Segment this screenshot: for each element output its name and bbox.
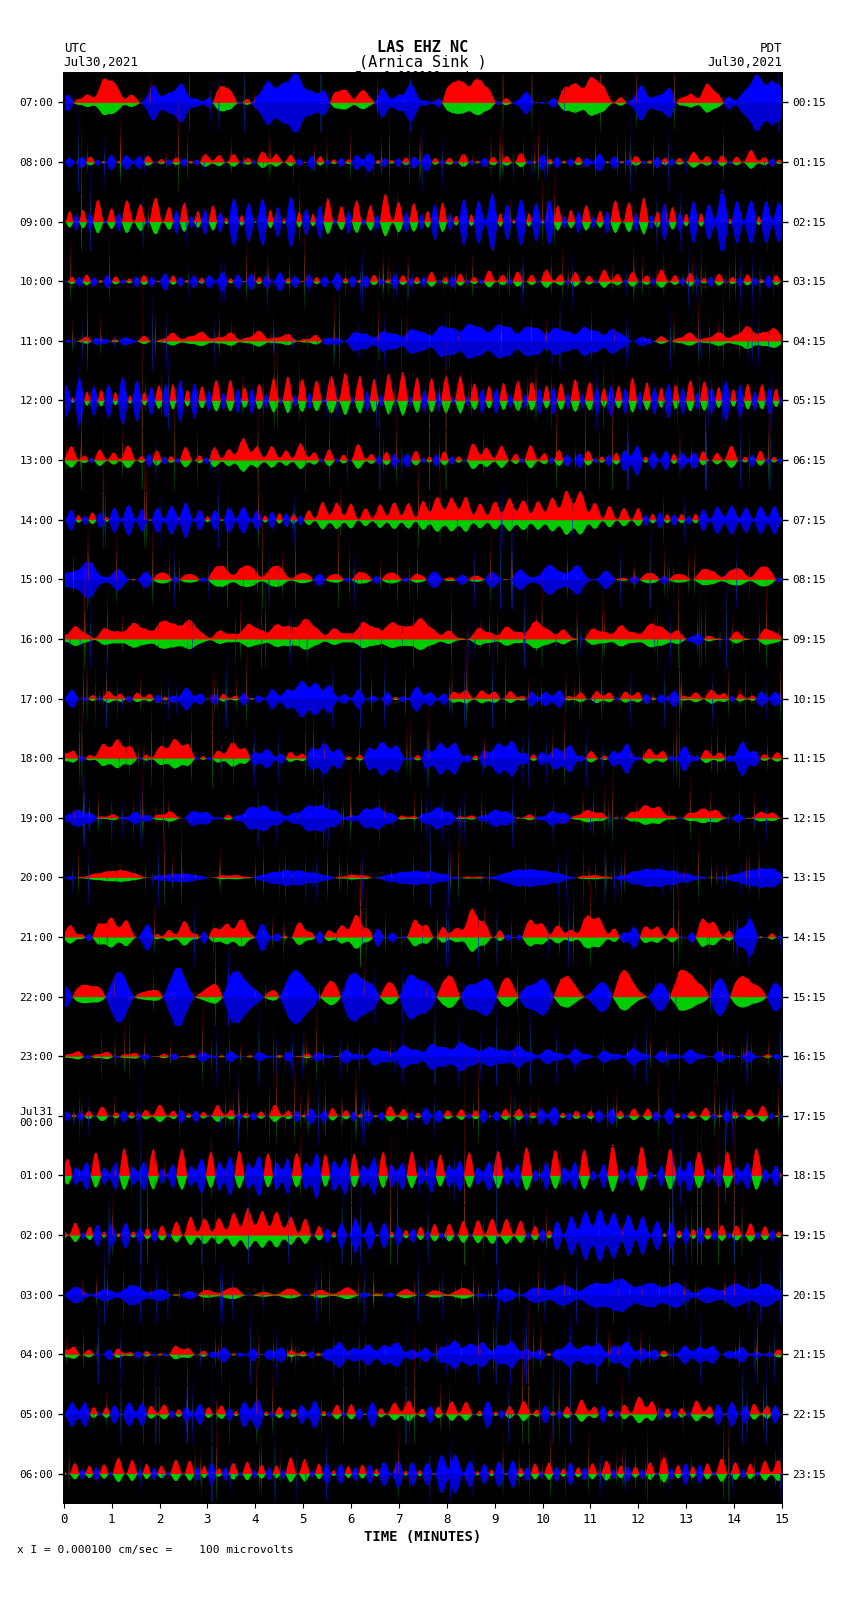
Text: Jul30,2021: Jul30,2021 bbox=[707, 56, 782, 69]
Text: Jul30,2021: Jul30,2021 bbox=[64, 56, 139, 69]
Text: UTC: UTC bbox=[64, 42, 86, 55]
Text: x I = 0.000100 cm/sec =    100 microvolts: x I = 0.000100 cm/sec = 100 microvolts bbox=[17, 1545, 294, 1555]
Text: I = 0.000100 cm/sec: I = 0.000100 cm/sec bbox=[354, 69, 490, 82]
X-axis label: TIME (MINUTES): TIME (MINUTES) bbox=[365, 1531, 481, 1544]
Text: PDT: PDT bbox=[760, 42, 782, 55]
Text: LAS EHZ NC: LAS EHZ NC bbox=[377, 40, 468, 55]
Text: (Arnica Sink ): (Arnica Sink ) bbox=[359, 55, 486, 69]
